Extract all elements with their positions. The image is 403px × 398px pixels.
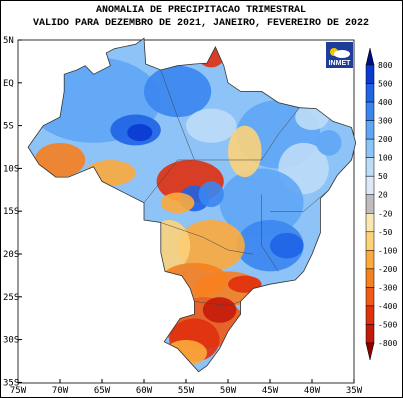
colorbar-label: -50 xyxy=(378,228,393,237)
logo-cloud xyxy=(334,50,350,58)
longitude-label: 45W xyxy=(262,386,279,396)
anomaly-patch xyxy=(160,192,195,214)
colorbar-label: 20 xyxy=(378,191,388,200)
longitude-label: 40W xyxy=(304,386,321,396)
latitude-label: 15S xyxy=(3,207,19,217)
colorbar-segment xyxy=(365,324,375,344)
anomaly-field xyxy=(28,38,356,372)
latitude-label: 10S xyxy=(3,164,19,174)
latitude-label: 20S xyxy=(3,250,19,260)
colorbar-label: -20 xyxy=(378,209,393,218)
anomaly-patch xyxy=(144,65,212,118)
colorbar-label: -100 xyxy=(378,246,397,255)
colorbar-arrow xyxy=(365,342,375,361)
colorbar-segment xyxy=(365,120,375,140)
anomaly-patch xyxy=(202,297,237,323)
colorbar-segment xyxy=(365,213,375,233)
colorbar-label: -200 xyxy=(378,265,397,274)
longitude-label: 35W xyxy=(346,386,363,396)
colorbar-segment xyxy=(365,175,375,195)
colorbar-segment xyxy=(365,250,375,270)
colorbar-segment xyxy=(365,101,375,121)
longitude-label: 75W xyxy=(10,386,27,396)
logo-text: INMET xyxy=(329,60,352,67)
colorbar-label: 100 xyxy=(378,154,393,163)
longitude-label: 55W xyxy=(178,386,195,396)
state-border xyxy=(270,189,329,212)
colorbar-segment xyxy=(365,83,375,103)
colorbar-label: -500 xyxy=(378,320,397,329)
anomaly-patch xyxy=(316,129,342,156)
state-border xyxy=(194,301,241,306)
latitude-label: 5S xyxy=(3,122,14,132)
colorbar-segment xyxy=(365,305,375,325)
state-border xyxy=(261,194,279,272)
state-border xyxy=(143,159,220,203)
colorbar-label: 300 xyxy=(378,117,393,126)
colorbar-label: 50 xyxy=(378,172,388,181)
latitude-label: 5N xyxy=(3,36,14,46)
state-border xyxy=(160,222,254,255)
colorbar-segment xyxy=(365,231,375,251)
logo: INMET xyxy=(326,42,353,68)
colorbar-segment xyxy=(365,268,375,288)
colorbar-segment xyxy=(365,138,375,158)
anomaly-patch xyxy=(270,232,304,259)
state-border xyxy=(160,69,195,161)
state-border xyxy=(219,107,300,161)
latitude-label: 35S xyxy=(3,378,19,388)
colorbar-label: 400 xyxy=(378,98,393,107)
subtitle: VALIDO PARA DEZEMBRO DE 2021, JANEIRO, F… xyxy=(33,18,369,29)
anomaly-patch xyxy=(228,125,262,178)
colorbar-label: -800 xyxy=(378,339,397,348)
colorbar-segment xyxy=(365,287,375,307)
anomaly-patch xyxy=(34,142,86,178)
colorbar-label: -400 xyxy=(378,302,397,311)
longitude-label: 70W xyxy=(52,386,69,396)
colorbar-segment xyxy=(365,64,375,84)
colorbar-label: 800 xyxy=(378,61,393,70)
latitude-label: EQ xyxy=(3,79,14,89)
anomaly-patch xyxy=(186,108,237,143)
latitude-label: 30S xyxy=(3,336,19,346)
country-outline xyxy=(27,37,357,373)
colorbar-label: -300 xyxy=(378,283,397,292)
anomaly-patch xyxy=(127,123,153,142)
colorbar-segment xyxy=(365,194,375,214)
longitude-label: 50W xyxy=(220,386,237,396)
anomaly-patch xyxy=(177,219,245,272)
colorbar-label: 200 xyxy=(378,135,393,144)
latitude-label: 25S xyxy=(3,293,19,303)
title: ANOMALIA DE PRECIPITACAO TRIMESTRAL xyxy=(96,5,306,16)
colorbar-segment xyxy=(365,157,375,177)
anomaly-patch xyxy=(198,181,224,208)
longitude-label: 60W xyxy=(136,386,153,396)
colorbar-label: 500 xyxy=(378,80,393,89)
longitude-label: 65W xyxy=(94,386,111,396)
